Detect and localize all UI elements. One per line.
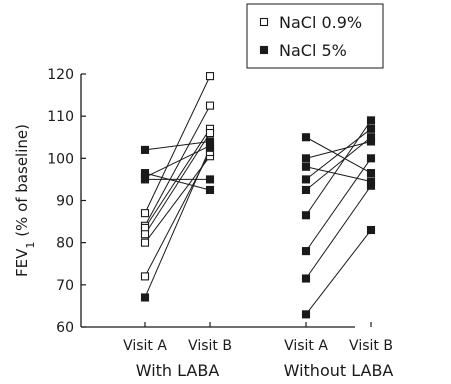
pair-line [305,158,372,252]
pair-line [305,120,372,216]
group-label: With LABA [136,361,220,380]
legend-marker-filled [259,45,269,55]
y-tick-label: 70 [56,278,74,294]
data-point-filled [205,143,215,152]
pair-line [305,136,372,174]
legend-label: NaCl 5% [279,41,347,60]
legend: NaCl 0.9% NaCl 5% [246,3,384,69]
x-tick-label: Visit A [284,338,328,354]
axes: 60 70 80 90 100 110 120 Visit A Visit B With LABA… [13,67,393,380]
y-tick-label: 100 [47,151,74,167]
data-point-filled [366,116,376,125]
y-tick-label: 90 [56,194,74,210]
data-point-filled [140,175,150,184]
data-point-open [140,238,150,247]
pair-line [144,132,211,235]
pair-line [305,166,372,183]
pair-line [144,128,211,229]
data-point-filled [366,124,376,133]
data-point-filled [301,247,311,256]
pair-line [305,229,372,315]
pair-line [305,136,372,191]
data-point-filled [205,185,215,195]
pair-line [305,128,372,180]
data-point-filled [366,181,376,190]
pair-line [144,75,211,214]
pair-line [305,140,372,159]
data-point-open [205,128,215,138]
y-tick-label: 110 [47,109,74,125]
data-point-filled [366,133,376,142]
data-point-filled [301,211,311,220]
y-tick-label: 80 [56,236,74,252]
data-point-filled [301,133,311,142]
y-axis-title: FEV1 (% of baseline) [13,124,37,277]
pair-line [144,155,211,243]
group-label: Without LABA [284,361,394,380]
data-point-filled [140,145,150,154]
pair-line [144,105,211,227]
data-point-filled [366,154,376,163]
data-point-filled [366,169,376,178]
legend-label: NaCl 0.9% [279,13,362,32]
data-point-filled [140,293,150,302]
legend-box [246,3,384,69]
data-points [140,72,376,319]
data-point-open [205,101,215,110]
data-point-filled [301,310,311,319]
data-point-filled [205,175,215,184]
legend-marker-open [259,17,269,27]
pair-line [144,145,211,178]
data-point-filled [301,154,311,163]
y-tick-label: 60 [56,320,74,336]
data-point-open [140,230,150,239]
data-point-open [140,209,150,218]
pair-lines [144,75,372,315]
pair-line [305,185,372,279]
pair-line [144,172,211,191]
data-point-open [205,72,215,81]
y-tick-label: 120 [47,67,74,83]
data-point-filled [301,274,311,283]
data-point-open [140,272,150,281]
pair-line [144,147,211,298]
x-tick-label: Visit B [349,338,393,354]
x-tick-label: Visit B [188,338,232,354]
x-tick-label: Visit A [123,338,167,354]
data-point-filled [301,162,311,171]
data-point-filled [301,185,311,195]
data-point-filled [301,175,311,184]
data-point-filled [366,225,376,235]
pair-line [144,140,211,151]
